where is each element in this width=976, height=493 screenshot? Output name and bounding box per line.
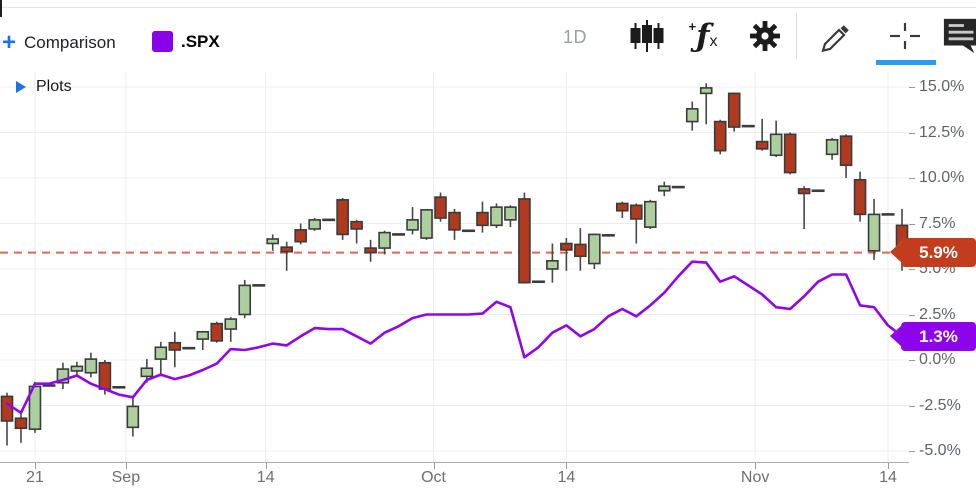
interval-button[interactable]: 1D bbox=[563, 27, 588, 47]
x-axis-line bbox=[0, 462, 976, 463]
plots-label: Plots bbox=[36, 78, 72, 95]
badge-arrow bbox=[890, 241, 902, 264]
y-axis-label: 12.5% bbox=[919, 123, 965, 141]
y-axis-tick bbox=[909, 269, 915, 270]
y-axis-label: 7.5% bbox=[919, 214, 956, 232]
comparison-label: Comparison bbox=[24, 33, 116, 52]
y-axis-tick bbox=[909, 178, 915, 179]
pencil-icon bbox=[821, 25, 849, 53]
x-axis-tick bbox=[125, 463, 127, 469]
x-axis-tick bbox=[566, 463, 568, 469]
comparison-line-series bbox=[5, 260, 904, 415]
comments-icon bbox=[943, 18, 976, 54]
active-tool-underline bbox=[876, 60, 936, 65]
y-axis-tick bbox=[909, 360, 915, 361]
x-axis-tick bbox=[755, 463, 757, 469]
toolbar-divider bbox=[796, 13, 797, 59]
x-axis-tick bbox=[34, 463, 36, 469]
plots-panel-toggle[interactable]: Plots bbox=[16, 78, 72, 96]
settings-button[interactable] bbox=[746, 16, 784, 56]
draw-button[interactable] bbox=[816, 16, 854, 56]
y-axis-tick bbox=[909, 314, 915, 316]
x-axis-label: 14 bbox=[256, 469, 275, 486]
y-axis-label: 10.0% bbox=[919, 169, 965, 186]
comparison-symbol: .SPX bbox=[181, 31, 220, 51]
comments-button[interactable] bbox=[942, 16, 976, 56]
fx-icon: + ƒ x bbox=[688, 18, 718, 54]
y-axis-tick bbox=[909, 405, 915, 407]
badge-arrow bbox=[890, 324, 902, 347]
y-axis-tick bbox=[909, 223, 915, 225]
y-axis-label: -5.0% bbox=[919, 442, 961, 459]
price-axis[interactable]: 15.0% 12.5% 10.0% 7.5% 5.0% 2.5% 0.0% -2.5% -5.0… bbox=[909, 72, 976, 463]
crosshair-icon bbox=[890, 23, 920, 49]
comparison-symbol-legend[interactable]: .SPX bbox=[152, 31, 220, 52]
chevron-right-icon bbox=[16, 81, 26, 93]
y-axis-tick bbox=[909, 87, 915, 88]
y-axis-label: -2.5% bbox=[919, 396, 961, 414]
x-axis-tick bbox=[433, 463, 435, 469]
chart-style-button[interactable] bbox=[628, 16, 666, 56]
candles-series bbox=[0, 83, 909, 446]
x-axis-label: 14 bbox=[557, 469, 576, 486]
y-axis-tick bbox=[909, 132, 915, 134]
last-price-badge: 5.9% bbox=[890, 238, 976, 268]
chart-surface[interactable] bbox=[0, 72, 909, 462]
x-axis-tick bbox=[888, 463, 890, 469]
x-axis-label: Sep bbox=[111, 469, 141, 486]
series-color-swatch bbox=[152, 31, 173, 52]
comparison-price-badge: 1.3% bbox=[890, 321, 976, 351]
time-axis[interactable]: 21 Sep 14 Oct 14 Nov 14 bbox=[0, 463, 976, 493]
panel-edge-mark bbox=[0, 0, 2, 17]
plot-area bbox=[0, 72, 909, 462]
x-axis-label: 14 bbox=[879, 469, 897, 486]
plus-icon: + bbox=[2, 29, 17, 56]
y-axis-label: 15.0% bbox=[919, 78, 965, 95]
x-axis-label: 21 bbox=[26, 469, 44, 486]
add-comparison-button[interactable]: + Comparison bbox=[2, 30, 116, 56]
y-axis-tick bbox=[909, 451, 915, 452]
crosshair-button[interactable] bbox=[886, 16, 924, 56]
gear-icon bbox=[750, 21, 780, 51]
y-axis-label: 0.0% bbox=[919, 351, 956, 368]
candlestick-chart-icon bbox=[630, 20, 664, 52]
x-axis-label: Oct bbox=[421, 469, 446, 486]
x-axis-label: Nov bbox=[740, 469, 770, 486]
top-divider bbox=[0, 7, 976, 8]
y-axis-label: 2.5% bbox=[919, 305, 956, 323]
indicators-button[interactable]: + ƒ x bbox=[684, 16, 722, 56]
toolbar: + Comparison .SPX 1D + ƒ x bbox=[0, 0, 976, 72]
x-axis-tick bbox=[265, 463, 267, 469]
